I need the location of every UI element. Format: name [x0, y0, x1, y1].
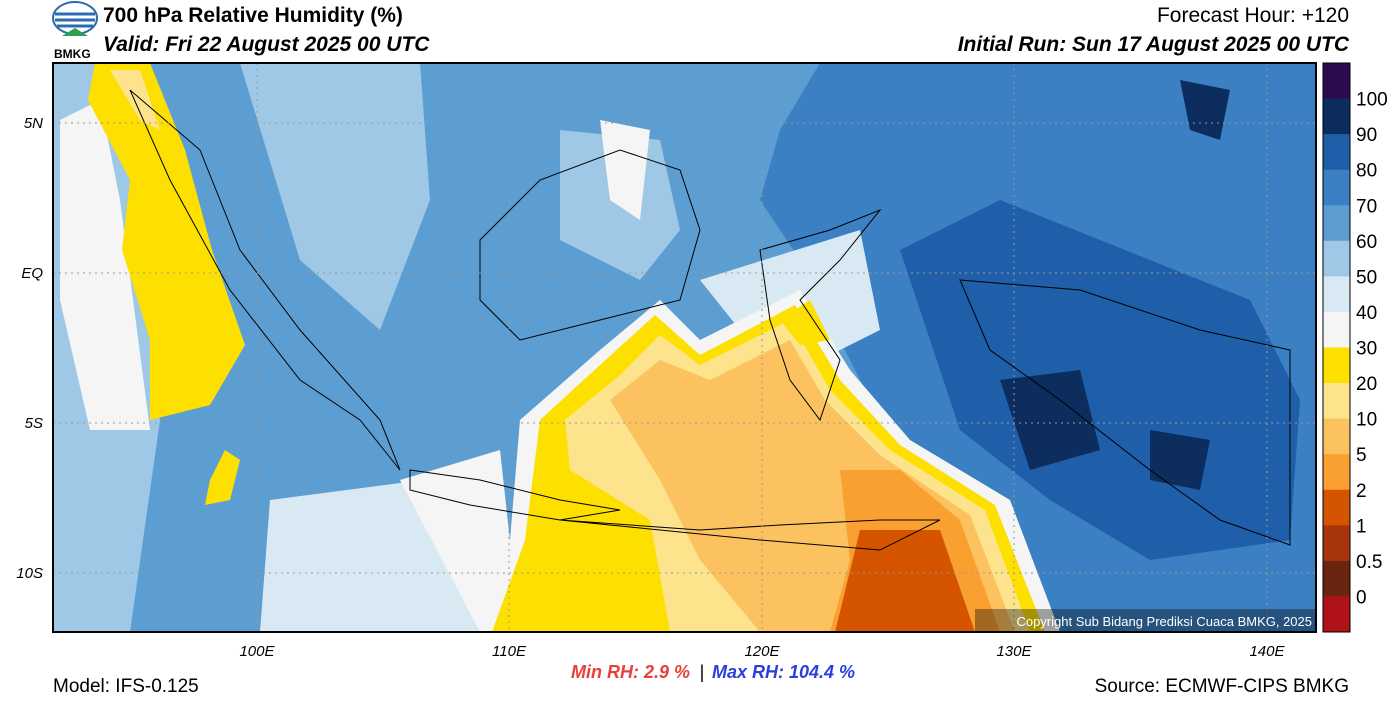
- colorbar-swatch: [1323, 63, 1350, 100]
- colorbar-label: 2: [1356, 481, 1367, 502]
- colorbar-label: 0.5: [1356, 552, 1382, 573]
- lon-label: 140E: [1249, 643, 1285, 660]
- title: 700 hPa Relative Humidity (%): [103, 4, 403, 27]
- graticule: [53, 63, 1316, 632]
- humidity-field: Copyright Sub Bidang Prediksi Cuaca BMKG…: [53, 63, 1316, 632]
- colorbar-swatch: [1323, 418, 1350, 455]
- colorbar-swatch: [1323, 454, 1350, 491]
- lon-label: 120E: [744, 643, 780, 660]
- min-rh: Min RH: 2.9 %: [571, 662, 690, 682]
- colorbar-frame: [1322, 62, 1351, 633]
- colorbar-label: 70: [1356, 196, 1377, 217]
- axis-labels: 5N EQ 5S 10S 100E 110E 120E 130E 140E: [16, 115, 1285, 660]
- lat-label: EQ: [21, 265, 43, 282]
- colorbar-swatch: [1323, 489, 1350, 526]
- colorbar-swatch: [1323, 169, 1350, 206]
- colorbar-swatch: [1323, 276, 1350, 313]
- colorbar-label: 80: [1356, 161, 1377, 182]
- colorbar-swatch: [1323, 383, 1350, 420]
- map-frame: [52, 62, 1317, 633]
- source: Source: ECMWF-CIPS BMKG: [1095, 676, 1349, 697]
- colorbar-label: 20: [1356, 374, 1377, 395]
- colorbar-label: 100: [1356, 90, 1388, 111]
- colorbar-swatch: [1323, 240, 1350, 277]
- colorbar-swatch: [1323, 596, 1350, 633]
- forecast-hour: Forecast Hour: +120: [1157, 4, 1349, 27]
- initial-run: Initial Run: Sun 17 August 2025 00 UTC: [958, 33, 1350, 56]
- colorbar-label: 0: [1356, 587, 1367, 608]
- colorbar-label: 90: [1356, 125, 1377, 146]
- colorbar-swatch: [1323, 98, 1350, 135]
- max-rh: Max RH: 104.4 %: [712, 662, 855, 682]
- colorbar: 100 90 80 70 60 50 40 30 20 10 5 2 1 0.5 0: [1322, 62, 1388, 633]
- colorbar-label: 60: [1356, 232, 1377, 253]
- lon-label: 130E: [996, 643, 1032, 660]
- logo: BMKG: [52, 1, 98, 61]
- lat-label: 10S: [16, 565, 43, 582]
- colorbar-label: 1: [1356, 516, 1367, 537]
- lon-label: 100E: [239, 643, 275, 660]
- lon-label: 110E: [492, 643, 527, 660]
- colorbar-label: 10: [1356, 410, 1377, 431]
- model: Model: IFS-0.125: [53, 676, 199, 697]
- valid-time: Valid: Fri 22 August 2025 00 UTC: [103, 33, 430, 56]
- colorbar-label: 30: [1356, 339, 1377, 360]
- lat-label: 5S: [25, 415, 43, 432]
- colorbar-label: 5: [1356, 445, 1367, 466]
- lat-label: 5N: [24, 115, 43, 132]
- logo-text: BMKG: [54, 47, 91, 61]
- colorbar-swatch: [1323, 525, 1350, 562]
- colorbar-swatch: [1323, 205, 1350, 242]
- colorbar-label: 50: [1356, 267, 1377, 288]
- colorbar-swatch: [1323, 311, 1350, 348]
- colorbar-swatch: [1323, 560, 1350, 597]
- colorbar-swatch: [1323, 347, 1350, 384]
- colorbar-label: 40: [1356, 303, 1377, 324]
- separator: |: [700, 662, 705, 682]
- colorbar-swatch: [1323, 134, 1350, 171]
- copyright: Copyright Sub Bidang Prediksi Cuaca BMKG…: [1016, 614, 1312, 629]
